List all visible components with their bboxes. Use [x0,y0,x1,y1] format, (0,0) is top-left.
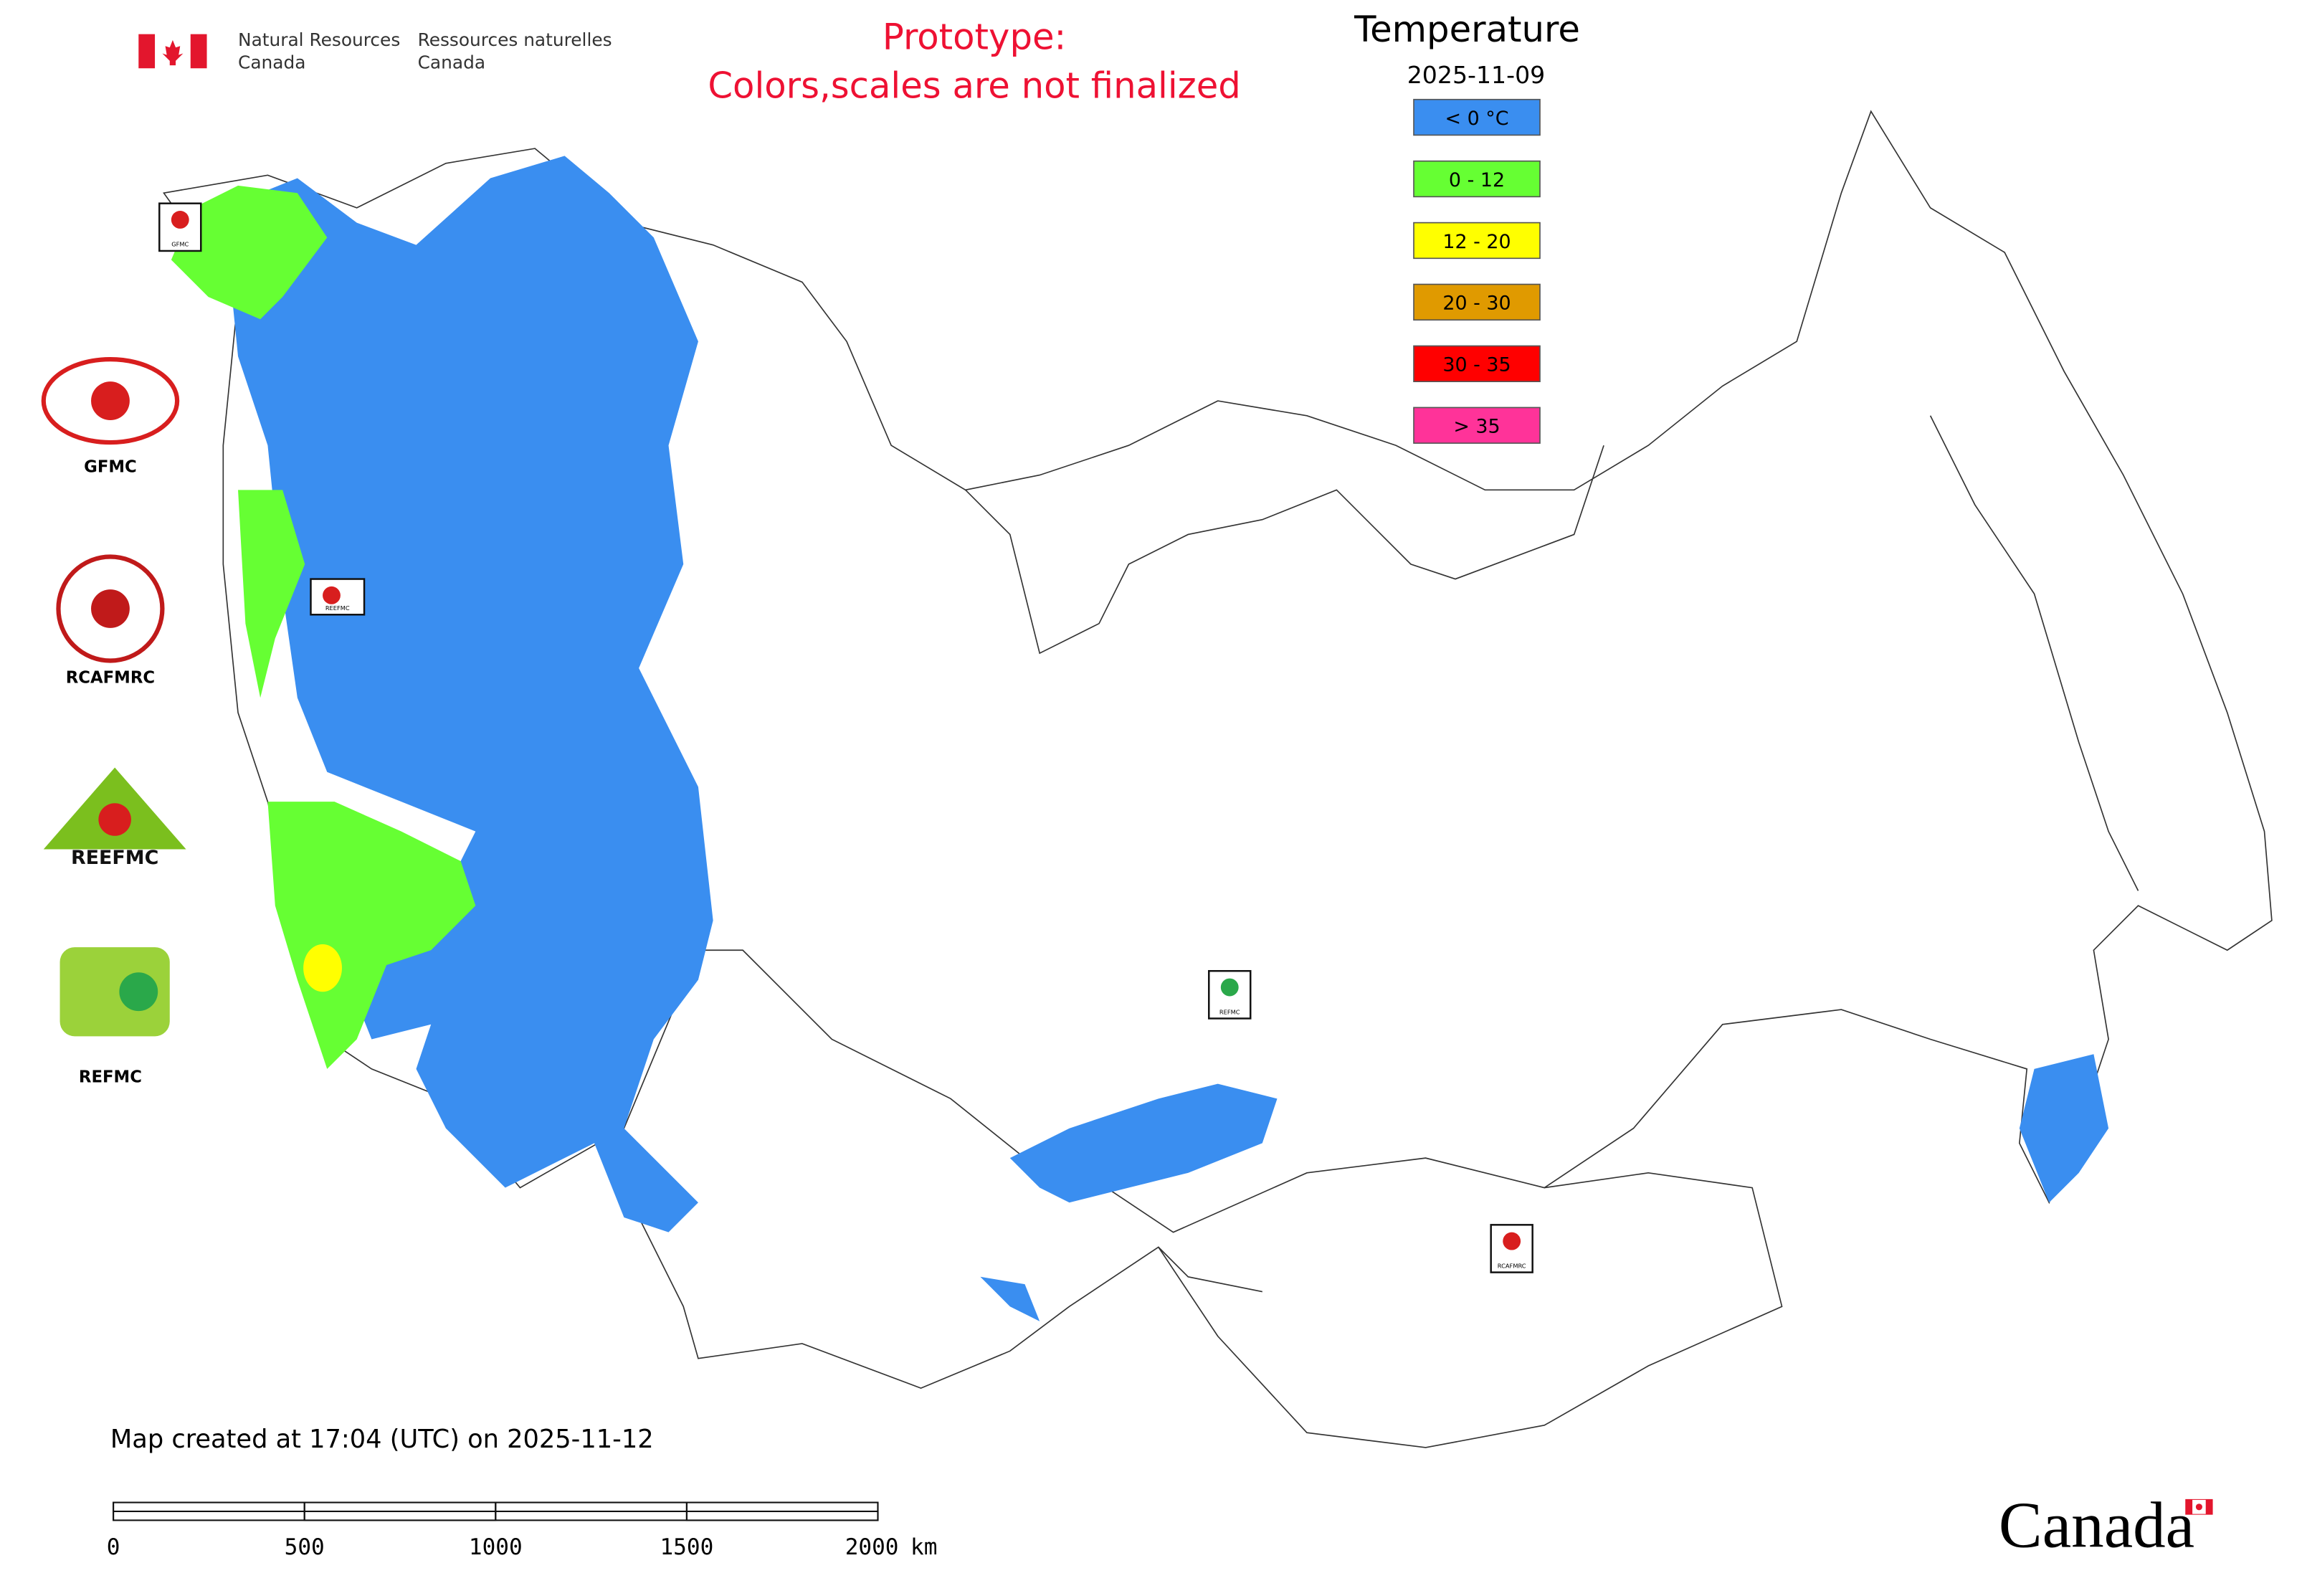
scale-label: 500 [285,1534,325,1560]
legend-swatch [1413,345,1541,382]
temperature-area [223,156,713,1232]
scale-segment [303,1510,497,1521]
notice: Prototype: [883,16,1066,57]
country-outline [1158,1246,1262,1293]
legend-swatch [1413,407,1541,444]
legend-date: 2025-11-09 [1407,61,1546,89]
marker-label: GFMC [171,241,189,248]
agency-en: Canada [238,52,305,72]
legend: < 0 °C 0 - 12 12 - 20 20 - 30 30 - 35 > 35 [1413,98,1541,444]
legend-swatch [1413,283,1541,321]
map-markers: GFMC REEFMC REFMC RCAFMRC [158,202,1533,1273]
temperature-area [980,1054,2109,1321]
scale-label: 0 [107,1534,120,1560]
marker-label: REFMC [1219,1008,1240,1015]
logo: GFMC [41,357,180,476]
temperature-area [171,185,476,1069]
logos: GFMC RCAFMRC REEFMC REFMC [41,357,186,1087]
temperature-area [303,944,342,992]
canada-flag [138,34,207,69]
scale-unit: km [910,1534,937,1560]
logo-shape [119,972,158,1012]
wordmark-flag [2185,1498,2213,1515]
map-marker: REFMC [1208,969,1252,1020]
marker-icon [1503,1232,1521,1250]
map-marker: REEFMC [310,578,366,616]
scale-segment [685,1510,879,1521]
legend-swatch [1413,98,1541,136]
map-marker: GFMC [158,202,202,252]
logo-label: REEFMC [71,847,158,869]
map [163,110,2273,1448]
marker-icon [323,586,341,604]
agency-en: Natural Resources [238,29,400,50]
notice: Colors,scales are not finalized [708,65,1240,107]
scale-label: 1500 [660,1534,713,1560]
map-marker: RCAFMRC [1490,1224,1533,1273]
logo-shape [98,803,131,836]
coastline [1929,415,2139,891]
legend-label: 30 - 35 [1442,354,1511,376]
scale-bar: 0 500 1000 1500 2000 km [107,1501,937,1560]
marker-icon [1220,978,1239,997]
agency-fr: Ressources naturelles [418,29,612,50]
country-outline [594,1128,1783,1448]
logo-shape [60,947,170,1037]
marker-label: RCAFMRC [1498,1262,1526,1269]
logo-label: GFMC [84,457,137,476]
logo: RCAFMRC [56,554,165,688]
legend-label: < 0 °C [1445,108,1509,130]
logo: REEFMC [43,767,186,869]
scale-label: 2000 [845,1534,899,1560]
legend-title: Temperature [1354,9,1580,50]
map-created: Map created at 17:04 (UTC) on 2025-11-12 [110,1425,654,1454]
legend-swatch [1413,222,1541,260]
logo: REFMC [60,947,170,1087]
legend-label: 20 - 30 [1442,293,1511,315]
scale-segment [495,1501,688,1513]
logo-label: REFMC [79,1068,142,1087]
scale-segment [113,1501,305,1513]
legend-label: 0 - 12 [1449,169,1505,191]
logo-shape [91,381,130,421]
legend-label: > 35 [1453,416,1500,438]
legend-swatch [1413,160,1541,198]
scale-label: 1000 [469,1534,523,1560]
canada-wordmark: Canada [1999,1489,2194,1562]
country-outline [163,110,2273,1233]
legend-label: 12 - 20 [1442,231,1511,253]
logo-shape [91,589,130,628]
marker-label: REEFMC [325,604,350,612]
coastline [965,445,1604,655]
logo-label: RCAFMRC [66,669,155,688]
agency-fr: Canada [418,52,485,72]
marker-icon [171,211,189,229]
